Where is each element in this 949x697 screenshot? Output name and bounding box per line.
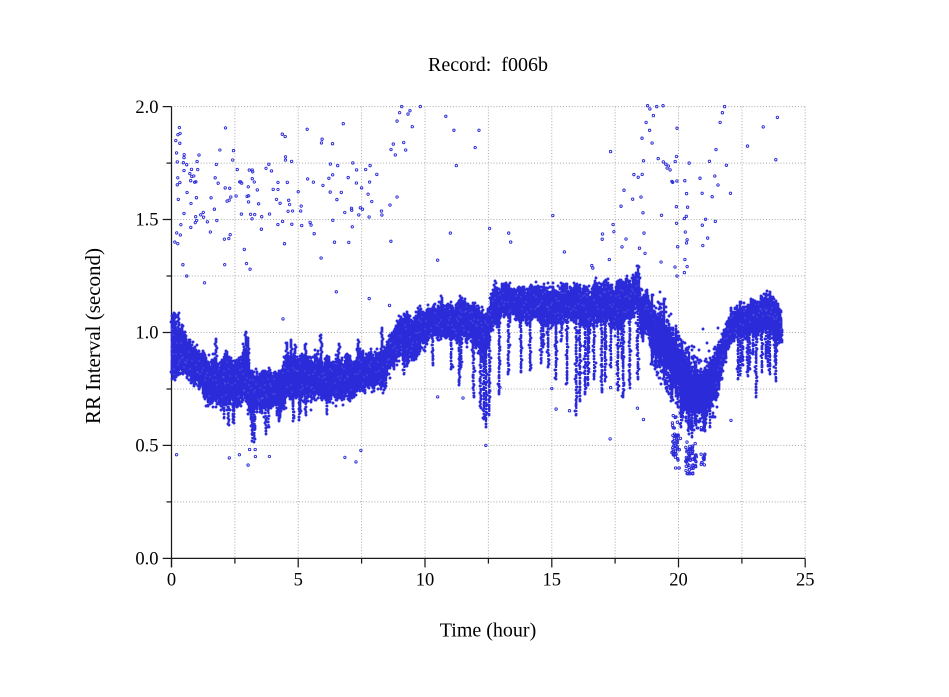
svg-text:0: 0 xyxy=(167,571,176,591)
svg-text:15: 15 xyxy=(543,571,562,591)
svg-text:RR Interval (second): RR Interval (second) xyxy=(81,248,105,424)
svg-text:1.0: 1.0 xyxy=(135,324,158,344)
svg-text:Record: f006b: Record: f006b xyxy=(428,54,548,76)
svg-text:0.5: 0.5 xyxy=(135,437,158,457)
svg-text:25: 25 xyxy=(796,571,815,591)
svg-text:20: 20 xyxy=(669,571,688,591)
svg-text:0.0: 0.0 xyxy=(135,550,158,570)
svg-text:10: 10 xyxy=(416,571,435,591)
svg-text:1.5: 1.5 xyxy=(135,211,158,231)
svg-text:5: 5 xyxy=(294,571,303,591)
svg-text:Time (hour): Time (hour) xyxy=(440,620,536,642)
svg-text:2.0: 2.0 xyxy=(135,98,158,118)
